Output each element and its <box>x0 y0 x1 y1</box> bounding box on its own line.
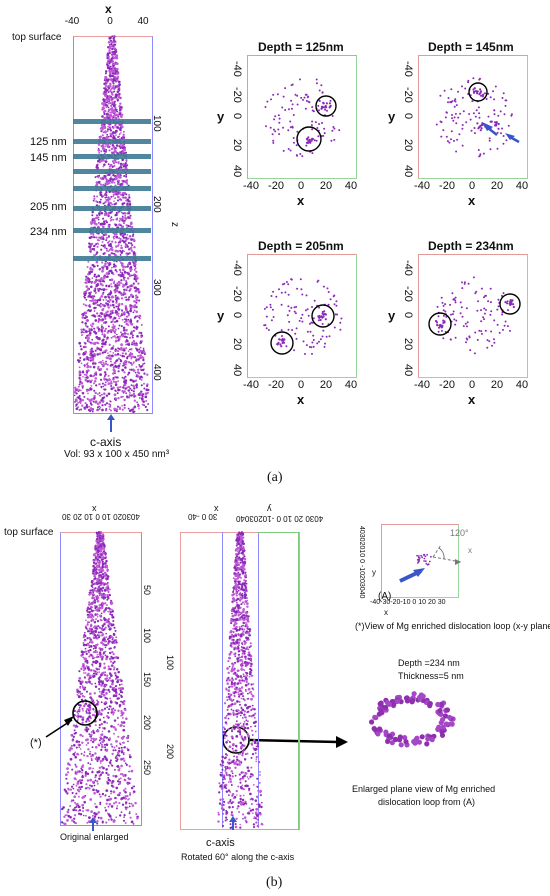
slice-band <box>73 169 151 174</box>
slice-x-tick: -40 <box>243 180 259 192</box>
slice-x-tick: -20 <box>439 379 455 391</box>
marker-a: (A) <box>378 591 392 602</box>
slice-x-tick: 20 <box>490 379 504 391</box>
slice-x-tick: 0 <box>297 180 305 192</box>
enlarged-dislocation-loop <box>369 691 456 748</box>
c-axis-arrow-icon <box>107 414 115 432</box>
slice-band <box>73 256 151 261</box>
depth-label-125: 125 nm <box>30 136 67 148</box>
slice-frame <box>418 254 528 378</box>
inset-diagram <box>399 544 462 583</box>
volume-label: Vol: 93 x 100 x 450 nm³ <box>64 449 170 460</box>
slice-band-234 <box>73 228 151 233</box>
slice-x-label: x <box>468 193 476 208</box>
slice-x-tick: -20 <box>268 379 284 391</box>
slice-x-tick: 0 <box>468 379 476 391</box>
depth-note: Depth =234 nm <box>398 658 460 668</box>
z-tick: 100 <box>165 655 175 671</box>
c-axis-label: c-axis <box>90 435 122 449</box>
slice-x-tick: -40 <box>414 379 430 391</box>
caption-a: (a) <box>267 470 283 485</box>
slice-x-tick: -20 <box>439 180 455 192</box>
c-axis-arrow-icon <box>89 817 97 831</box>
slice-title: Depth = 125nm <box>258 40 344 54</box>
caption-b: (b) <box>266 875 283 890</box>
slice-x-label: x <box>297 193 305 208</box>
slice-y-label: y <box>217 109 225 124</box>
rotated-volume-side <box>257 532 299 830</box>
thickness-note: Thickness=5 nm <box>398 671 464 681</box>
inset-xy-frame <box>381 524 459 598</box>
x-tick: -40 <box>64 16 80 27</box>
inset-caption: (*)View of Mg enriched dislocation loop … <box>355 621 550 631</box>
depth-label-145: 145 nm <box>30 152 67 164</box>
top-surface-label: top surface <box>4 527 54 538</box>
y-tick-labels: 4030 20 10 0 -10203040 <box>236 514 324 523</box>
inset-y-label: y <box>372 568 376 577</box>
inset-y-ticks: 40302010 0 -10203040 <box>358 526 365 599</box>
y-axis-label: y <box>267 504 272 514</box>
depth-label-234: 234 nm <box>30 226 67 238</box>
slice-y-label: y <box>388 109 396 124</box>
slice-x-tick: 20 <box>319 379 333 391</box>
x-tick: 40 <box>137 16 149 27</box>
slice-band-125 <box>73 139 151 144</box>
slice-y-label: y <box>217 308 225 323</box>
slice-frame <box>247 254 357 378</box>
slice-x-tick: 40 <box>515 379 529 391</box>
inset-angle-label: 120° <box>450 528 469 538</box>
slice-x-tick: -40 <box>414 180 430 192</box>
top-surface-label: top surface <box>12 32 62 43</box>
x-axis-label: x <box>214 504 219 514</box>
enlarged-caption-line-2: dislocation loop from (A) <box>378 797 476 807</box>
atom-scatter-column <box>217 531 264 830</box>
slice-x-tick: 0 <box>297 379 305 391</box>
slice-band-145 <box>73 154 151 159</box>
slice-x-tick: 20 <box>319 180 333 192</box>
slice-frame <box>418 55 528 179</box>
x-tick: 0 <box>107 16 113 27</box>
slice-band <box>73 119 151 124</box>
star-marker: (*) <box>30 737 42 749</box>
slice-x-tick: 20 <box>490 180 504 192</box>
slice-x-label: x <box>297 392 305 407</box>
slice-scatter <box>263 278 343 355</box>
slice-y-label: y <box>388 308 396 323</box>
slice-x-tick: 40 <box>515 180 529 192</box>
caption-original-enlarged: Original enlarged <box>60 832 129 842</box>
slice-x-tick: 40 <box>344 379 358 391</box>
slice-x-label: x <box>468 392 476 407</box>
slice-x-tick: 40 <box>344 180 358 192</box>
caption-rotated: Rotated 60° along the c-axis <box>181 852 295 862</box>
enlarged-caption-line-1: Enlarged plane view of Mg enriched <box>352 784 496 794</box>
c-axis-arrow-icon <box>229 816 237 830</box>
slice-title: Depth = 234nm <box>428 239 514 253</box>
slice-band <box>73 186 151 191</box>
inset-axis-label: x <box>468 546 472 555</box>
x-axis-label: x <box>105 2 112 16</box>
slice-x-tick: -40 <box>243 379 259 391</box>
slice-title: Depth = 145nm <box>428 40 514 54</box>
slice-title: Depth = 205nm <box>258 239 344 253</box>
slice-x-tick: -20 <box>268 180 284 192</box>
slice-band-205 <box>73 206 151 211</box>
inset-x-ticks: -40-30-20-10 0 10 20 30 <box>370 599 446 606</box>
slice-frame <box>247 55 357 179</box>
depth-label-205: 205 nm <box>30 201 67 213</box>
inset-x-label: x <box>384 608 388 617</box>
c-axis-label: c-axis <box>206 837 235 849</box>
z-tick: 200 <box>165 744 175 760</box>
slice-x-tick: 0 <box>468 180 476 192</box>
rotated-volume-inner <box>222 532 259 828</box>
